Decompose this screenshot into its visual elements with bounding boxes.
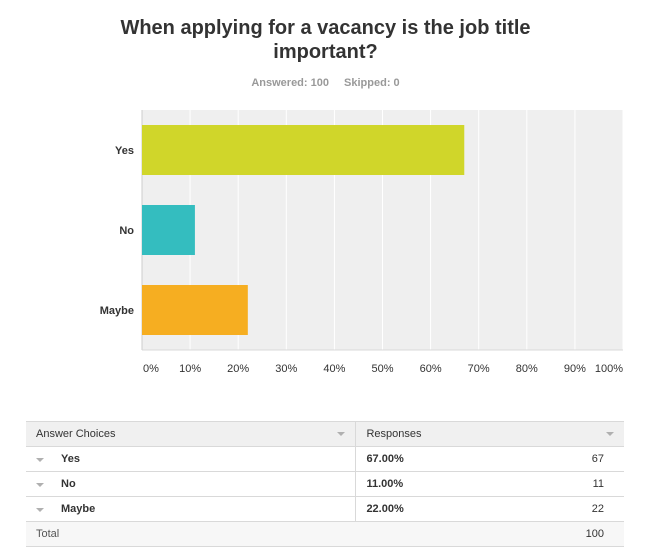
x-tick-label: 40% (323, 363, 345, 375)
expand-arrow-icon[interactable] (36, 508, 44, 512)
category-label: Yes (115, 145, 134, 157)
table-row: No 11.00% 11 (26, 471, 624, 497)
total-row: Total 100 (26, 521, 624, 547)
sort-arrow-icon[interactable] (337, 432, 346, 436)
bar (142, 205, 195, 255)
responses-header[interactable]: Responses (355, 421, 624, 447)
response-count: 22 (591, 503, 604, 515)
bar (142, 285, 248, 335)
expand-arrow-icon[interactable] (36, 483, 44, 487)
skipped-count: Skipped: 0 (344, 77, 400, 89)
table-row: Yes 67.00% 67 (26, 446, 624, 472)
sort-arrow-icon[interactable] (606, 432, 614, 436)
x-tick-label: 70% (468, 363, 490, 375)
x-tick-label: 30% (275, 363, 297, 375)
x-tick-label: 80% (516, 363, 538, 375)
answer-choice: No (61, 478, 76, 490)
response-table: Answer Choices Responses Yes 67.00% 67 N… (26, 421, 624, 547)
response-count: 11 (592, 478, 604, 490)
x-tick-label: 50% (371, 363, 393, 375)
response-count: 67 (591, 453, 604, 465)
response-percent: 67.00% (366, 453, 404, 465)
answer-choice: Yes (61, 453, 80, 465)
category-label: No (119, 225, 134, 237)
bar-chart: 0% 10% 20% 30% 40% 50% 60% 70% 80% 90% 100% Yes No Ma… (100, 110, 624, 375)
response-stats: Answered: 100 Skipped: 0 (0, 77, 651, 89)
x-tick-label: 100% (595, 363, 623, 375)
x-tick-label: 60% (420, 363, 442, 375)
total-count: 100 (585, 528, 604, 540)
table-header-row: Answer Choices Responses (26, 421, 624, 447)
x-tick-label: 90% (564, 363, 586, 375)
answer-choice: Maybe (61, 503, 96, 515)
table-row: Maybe 22.00% 22 (26, 496, 624, 522)
x-tick-label: 0% (143, 363, 159, 375)
expand-arrow-icon[interactable] (36, 458, 44, 462)
response-percent: 11.00% (366, 478, 404, 490)
answer-choices-header[interactable]: Answer Choices (26, 421, 357, 447)
response-percent: 22.00% (366, 503, 404, 515)
bar (142, 125, 465, 175)
total-label: Total (36, 528, 60, 540)
x-tick-label: 10% (179, 363, 201, 375)
question-title: When applying for a vacancy is the job t… (120, 17, 531, 63)
category-label: Maybe (100, 305, 134, 317)
answered-count: Answered: 100 (251, 77, 329, 89)
x-tick-label: 20% (227, 363, 249, 375)
